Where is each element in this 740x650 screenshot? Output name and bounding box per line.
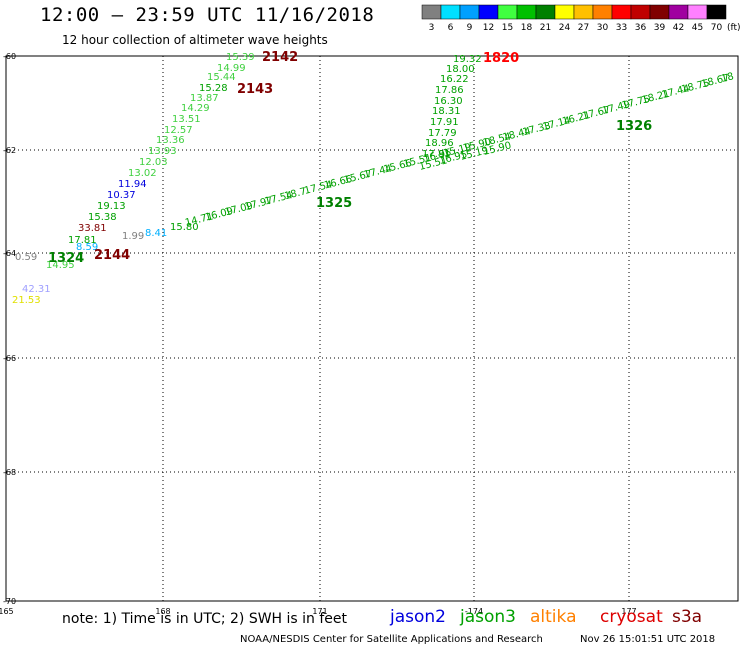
swh-value-label: 33.81 xyxy=(78,223,107,234)
map-frame xyxy=(5,55,739,602)
swh-value-label: 0.59 xyxy=(15,252,37,263)
legend-tick-label: 9 xyxy=(467,23,473,33)
latitude-label: -66 xyxy=(3,354,16,363)
track-time-label: 1325 xyxy=(316,196,352,211)
longitude-label: 168 xyxy=(155,607,170,616)
longitude-label: -174 xyxy=(465,607,483,616)
page-subtitle: 12 hour collection of altimeter wave hei… xyxy=(62,33,328,47)
color-legend: 3 6 9 12 15 18 21 24 27 30 33 36 39 42 45 70 (ft) xyxy=(421,4,740,33)
satellite-legend-jason2: jason2 xyxy=(390,607,446,627)
footer-timestamp: Nov 26 15:01:51 UTC 2018 xyxy=(580,634,716,645)
swh-value-label: 17.81 xyxy=(68,235,97,246)
swh-value-label: 12.57 xyxy=(164,125,193,136)
legend-tick-label: 27 xyxy=(578,23,589,33)
latitude-label: -64 xyxy=(3,249,16,258)
satellite-legend-s3a: s3a xyxy=(672,607,703,627)
swh-value-label: 19.32 xyxy=(453,54,482,65)
track-time-label: 2143 xyxy=(237,82,273,97)
swh-value-label: 10.37 xyxy=(107,190,136,201)
legend-unit-label: (ft) xyxy=(727,23,740,33)
legend-tick-label: 3 xyxy=(429,23,435,33)
legend-tick-label: 45 xyxy=(692,23,703,33)
legend-tick-label: 15 xyxy=(502,23,513,33)
swh-value-label: 14.95 xyxy=(46,260,75,271)
swh-value-label: 17.81 xyxy=(422,149,451,160)
swh-value-label: 18.7 xyxy=(283,186,307,202)
satellite-legend-altika: altika xyxy=(530,607,577,627)
swh-value-label: 15.38 xyxy=(88,212,117,223)
swh-value-label: 17.86 xyxy=(435,85,464,96)
swh-value-label: 14.99 xyxy=(217,63,246,74)
satellite-legend-cryosat: cryosat xyxy=(600,607,663,627)
legend-tick-label: 6 xyxy=(448,23,454,33)
swh-value-label: 18 xyxy=(720,71,735,85)
latitude-label: -60 xyxy=(3,52,16,61)
swh-value-label: 13.87 xyxy=(190,93,219,104)
longitude-label: 165 xyxy=(0,607,14,616)
swh-value-label: 15.39 xyxy=(226,52,255,63)
latitude-label: -68 xyxy=(3,468,16,477)
swh-value-label: 16.22 xyxy=(440,74,469,85)
swh-value-label: 16.30 xyxy=(434,96,463,107)
footer-credit: NOAA/NESDIS Center for Satellite Applica… xyxy=(240,634,543,645)
swh-value-label: 12.03 xyxy=(139,157,168,168)
legend-tick-label: 12 xyxy=(483,23,494,33)
swh-value-label: 8.41 xyxy=(145,228,167,239)
swh-value-label: 17.91 xyxy=(430,117,459,128)
latitude-label: -70 xyxy=(3,597,16,606)
track-time-label: 1324 xyxy=(48,251,84,266)
swh-value-label: 14.29 xyxy=(181,103,210,114)
swh-value-label: 13.02 xyxy=(128,168,157,179)
legend-swatch xyxy=(706,4,727,20)
swh-value-label: 15.80 xyxy=(170,222,199,233)
swh-value-label: 18.00 xyxy=(446,64,475,75)
swh-value-label: 15.44 xyxy=(207,72,236,83)
note-text: note: 1) Time is in UTC; 2) SWH is in fe… xyxy=(62,611,348,627)
legend-tick-label: 42 xyxy=(673,23,684,33)
legend-tick-label: 24 xyxy=(559,23,571,33)
page-title: 12:00 — 23:59 UTC 11/16/2018 xyxy=(40,4,375,26)
track-time-label: 2142 xyxy=(262,50,298,65)
swh-value-label: 13.51 xyxy=(172,114,201,125)
track-time-label: 1326 xyxy=(616,119,652,134)
swh-value-label: 13.36 xyxy=(156,135,185,146)
swh-value-label: 21.53 xyxy=(12,295,41,306)
legend-tick-label: 21 xyxy=(540,23,551,33)
legend-tick-label: 33 xyxy=(616,23,627,33)
swh-value-label: 1.99 xyxy=(122,231,144,242)
swh-value-label: 19.13 xyxy=(97,201,126,212)
swh-value-label: 13.93 xyxy=(148,146,177,157)
track-time-label: 1820 xyxy=(483,51,519,66)
legend-tick-label: 39 xyxy=(654,23,666,33)
swh-value-label: 15.28 xyxy=(199,83,228,94)
legend-tick-label: 18 xyxy=(521,23,533,33)
legend-tick-label: 70 xyxy=(711,23,723,33)
swh-value-label: 8.59 xyxy=(76,242,98,253)
swh-value-label: 42.31 xyxy=(22,284,51,295)
swh-value-label: 18.31 xyxy=(432,106,461,117)
longitude-label: 171 xyxy=(312,607,327,616)
swh-value-label: 11.94 xyxy=(118,179,147,190)
satellite-legend-jason3: jason3 xyxy=(460,607,516,627)
longitude-label: 177 xyxy=(621,607,636,616)
swh-value-label: 18.96 xyxy=(425,138,454,149)
track-time-label: 2144 xyxy=(94,248,130,263)
legend-tick-label: 30 xyxy=(597,23,609,33)
latitude-label: -62 xyxy=(3,146,16,155)
swh-value-label: 17.79 xyxy=(428,128,457,139)
legend-tick-label: 36 xyxy=(635,23,647,33)
